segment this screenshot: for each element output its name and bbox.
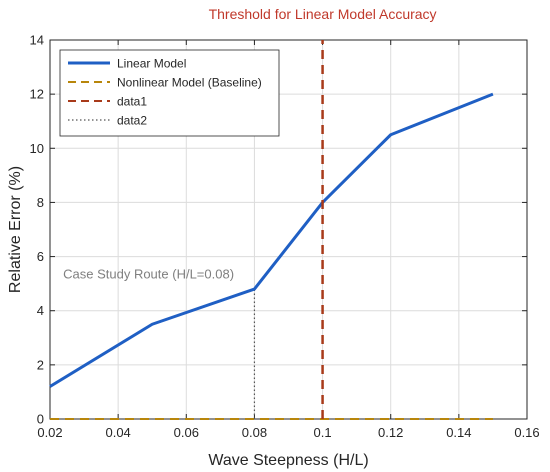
x-tick-label: 0.06 [174,425,199,440]
legend-label: data1 [117,95,147,109]
plot-frame [49,39,528,420]
legend-label: Linear Model [117,57,186,71]
y-tick-label: 10 [30,141,44,156]
x-axis-label: Wave Steepness (H/L) [208,452,368,469]
legend-items: Linear Model Nonlinear Model (Baseline) da… [68,57,262,128]
series-lines [49,40,494,420]
legend: Linear Model Nonlinear Model (Baseline) da… [59,49,280,137]
y-tick-label: 12 [30,87,44,102]
x-tick-label: 0.12 [378,425,403,440]
x-tick-label: 0.04 [105,425,130,440]
case-study-annotation: Case Study Route (H/L=0.08) [63,267,234,282]
grid [49,39,528,420]
y-tick-label: 4 [37,303,44,318]
x-tick-label: 0.14 [446,425,471,440]
legend-label: data2 [117,114,147,128]
x-tick-label: 0.08 [242,425,267,440]
axis-ticks: 0.02 0.04 0.06 0.08 0.1 0.12 0.14 0.16 0 2 4 6 8 10 12… [30,33,540,441]
series-line-linear-model [49,92,494,388]
x-tick-label: 0.1 [314,425,332,440]
y-tick-label: 14 [30,33,44,48]
y-axis-label: Relative Error (%) [7,166,24,293]
legend-label: Nonlinear Model (Baseline) [117,76,262,90]
chart-title: Threshold for Linear Model Accuracy [209,6,437,22]
y-tick-label: 8 [37,195,44,210]
y-tick-label: 6 [37,249,44,264]
y-tick-label: 2 [37,357,44,372]
y-tick-label: 0 [37,412,44,427]
x-tick-label: 0.16 [514,425,539,440]
x-tick-label: 0.02 [37,425,62,440]
